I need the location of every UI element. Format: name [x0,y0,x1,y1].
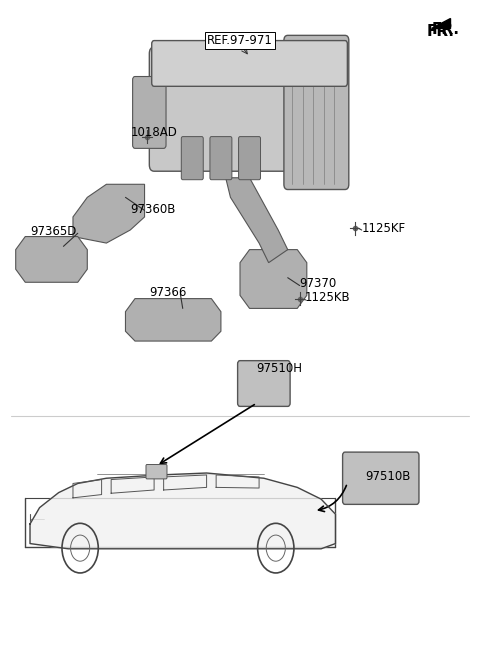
FancyBboxPatch shape [152,41,348,87]
FancyBboxPatch shape [132,77,166,148]
Text: FR.: FR. [427,24,455,39]
Text: 97510B: 97510B [365,470,410,483]
FancyBboxPatch shape [343,452,419,504]
FancyBboxPatch shape [238,361,290,406]
Polygon shape [125,298,221,341]
Text: 1018AD: 1018AD [130,125,177,138]
Polygon shape [73,184,144,243]
Text: 97365D: 97365D [30,226,76,239]
Text: 97510H: 97510H [257,362,303,375]
Text: REF.97-971: REF.97-971 [207,34,273,47]
Text: 97366: 97366 [149,285,187,298]
Polygon shape [240,250,307,308]
Polygon shape [226,178,288,262]
Text: 97370: 97370 [300,277,337,290]
FancyBboxPatch shape [239,136,261,180]
Text: FR.: FR. [432,22,459,37]
Text: 1125KB: 1125KB [304,291,350,304]
FancyBboxPatch shape [210,136,232,180]
Text: 97360B: 97360B [130,203,176,216]
Polygon shape [431,18,450,28]
Polygon shape [30,473,336,549]
FancyBboxPatch shape [149,47,331,171]
FancyBboxPatch shape [284,35,349,190]
Polygon shape [16,237,87,282]
FancyBboxPatch shape [146,464,167,479]
FancyBboxPatch shape [181,136,203,180]
Text: 1125KF: 1125KF [362,222,406,236]
